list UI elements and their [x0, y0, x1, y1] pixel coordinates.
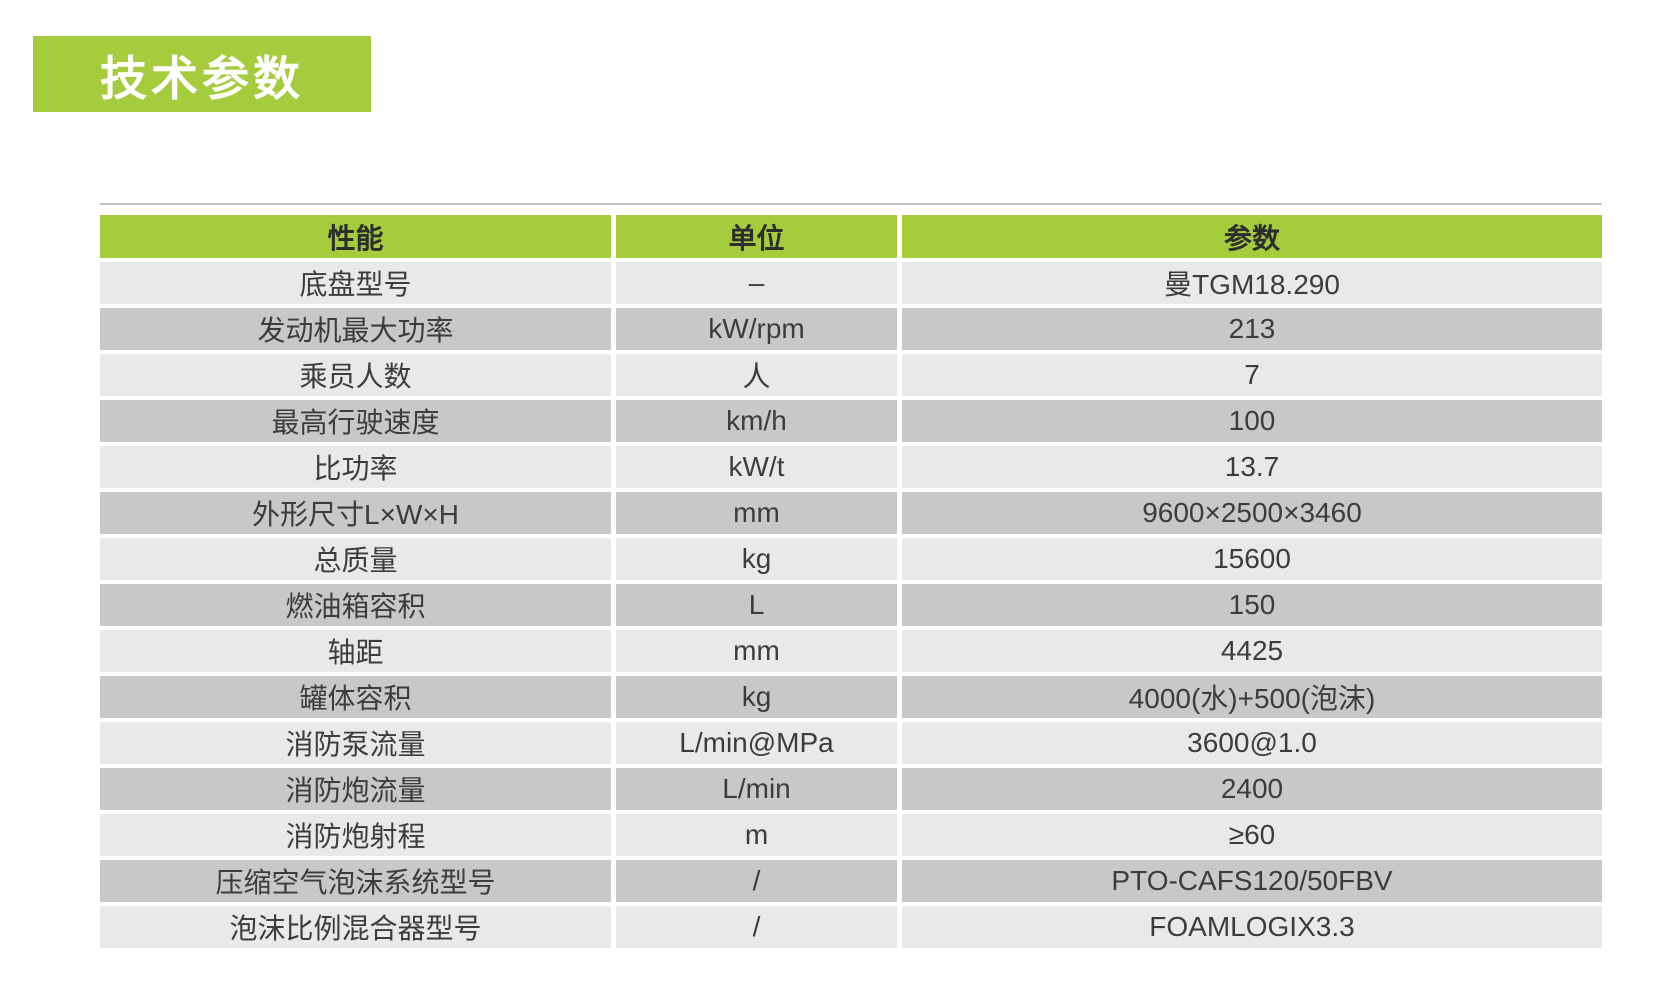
- table-row: 外形尺寸L×W×H mm 9600×2500×3460: [100, 492, 1602, 538]
- spec-label: 罐体容积: [100, 676, 616, 722]
- spec-label: 消防炮射程: [100, 814, 616, 860]
- table-row: 比功率 kW/t 13.7: [100, 446, 1602, 492]
- spec-label: 发动机最大功率: [100, 308, 616, 354]
- spec-label: 乘员人数: [100, 354, 616, 400]
- table-row: 消防炮射程 m ≥60: [100, 814, 1602, 860]
- spec-value: 150: [902, 584, 1602, 630]
- spec-label: 泡沫比例混合器型号: [100, 906, 616, 948]
- spec-value: FOAMLOGIX3.3: [902, 906, 1602, 948]
- table-row: 压缩空气泡沫系统型号 / PTO-CAFS120/50FBV: [100, 860, 1602, 906]
- table-row: 燃油箱容积 L 150: [100, 584, 1602, 630]
- col-header-performance: 性能: [100, 215, 616, 262]
- spec-unit: 人: [616, 354, 902, 400]
- table-row: 泡沫比例混合器型号 / FOAMLOGIX3.3: [100, 906, 1602, 948]
- spec-value: 4000(水)+500(泡沫): [902, 676, 1602, 722]
- spec-unit: /: [616, 860, 902, 906]
- col-header-parameter: 参数: [902, 215, 1602, 262]
- spec-unit: kg: [616, 538, 902, 584]
- table-row: 消防炮流量 L/min 2400: [100, 768, 1602, 814]
- table-row: 总质量 kg 15600: [100, 538, 1602, 584]
- page-title: 技术参数: [100, 51, 304, 105]
- col-header-unit: 单位: [616, 215, 902, 262]
- spec-value: ≥60: [902, 814, 1602, 860]
- spec-value: 2400: [902, 768, 1602, 814]
- spec-label: 燃油箱容积: [100, 584, 616, 630]
- table-row: 罐体容积 kg 4000(水)+500(泡沫): [100, 676, 1602, 722]
- spec-unit: mm: [616, 492, 902, 538]
- table-row: 消防泵流量 L/min@MPa 3600@1.0: [100, 722, 1602, 768]
- spec-label: 消防泵流量: [100, 722, 616, 768]
- spec-value: 3600@1.0: [902, 722, 1602, 768]
- spec-label: 压缩空气泡沫系统型号: [100, 860, 616, 906]
- spec-value: 4425: [902, 630, 1602, 676]
- spec-label: 底盘型号: [100, 262, 616, 308]
- spec-unit: kg: [616, 676, 902, 722]
- spec-value: PTO-CAFS120/50FBV: [902, 860, 1602, 906]
- spec-value: 213: [902, 308, 1602, 354]
- table-row: 发动机最大功率 kW/rpm 213: [100, 308, 1602, 354]
- spec-unit: L/min: [616, 768, 902, 814]
- spec-label: 比功率: [100, 446, 616, 492]
- spec-unit: –: [616, 262, 902, 308]
- table-row: 最高行驶速度 km/h 100: [100, 400, 1602, 446]
- spec-value: 曼TGM18.290: [902, 262, 1602, 308]
- spec-unit: kW/rpm: [616, 308, 902, 354]
- table-row: 底盘型号 – 曼TGM18.290: [100, 262, 1602, 308]
- spec-value: 100: [902, 400, 1602, 446]
- spec-label: 外形尺寸L×W×H: [100, 492, 616, 538]
- table-row: 乘员人数 人 7: [100, 354, 1602, 400]
- table-row: 轴距 mm 4425: [100, 630, 1602, 676]
- spec-label: 总质量: [100, 538, 616, 584]
- spec-label: 轴距: [100, 630, 616, 676]
- spec-table: 性能 单位 参数 底盘型号 – 曼TGM18.290 发动机最大功率 kW/rp…: [100, 215, 1602, 948]
- spec-unit: kW/t: [616, 446, 902, 492]
- spec-unit: mm: [616, 630, 902, 676]
- spec-unit: /: [616, 906, 902, 948]
- spec-value: 9600×2500×3460: [902, 492, 1602, 538]
- spec-unit: L: [616, 584, 902, 630]
- spec-unit: km/h: [616, 400, 902, 446]
- spec-label: 消防炮流量: [100, 768, 616, 814]
- top-divider: [100, 203, 1602, 205]
- title-badge: 技术参数: [33, 36, 371, 112]
- spec-unit: L/min@MPa: [616, 722, 902, 768]
- spec-value: 13.7: [902, 446, 1602, 492]
- table-header-row: 性能 单位 参数: [100, 215, 1602, 262]
- spec-label: 最高行驶速度: [100, 400, 616, 446]
- spec-unit: m: [616, 814, 902, 860]
- spec-value: 7: [902, 354, 1602, 400]
- spec-value: 15600: [902, 538, 1602, 584]
